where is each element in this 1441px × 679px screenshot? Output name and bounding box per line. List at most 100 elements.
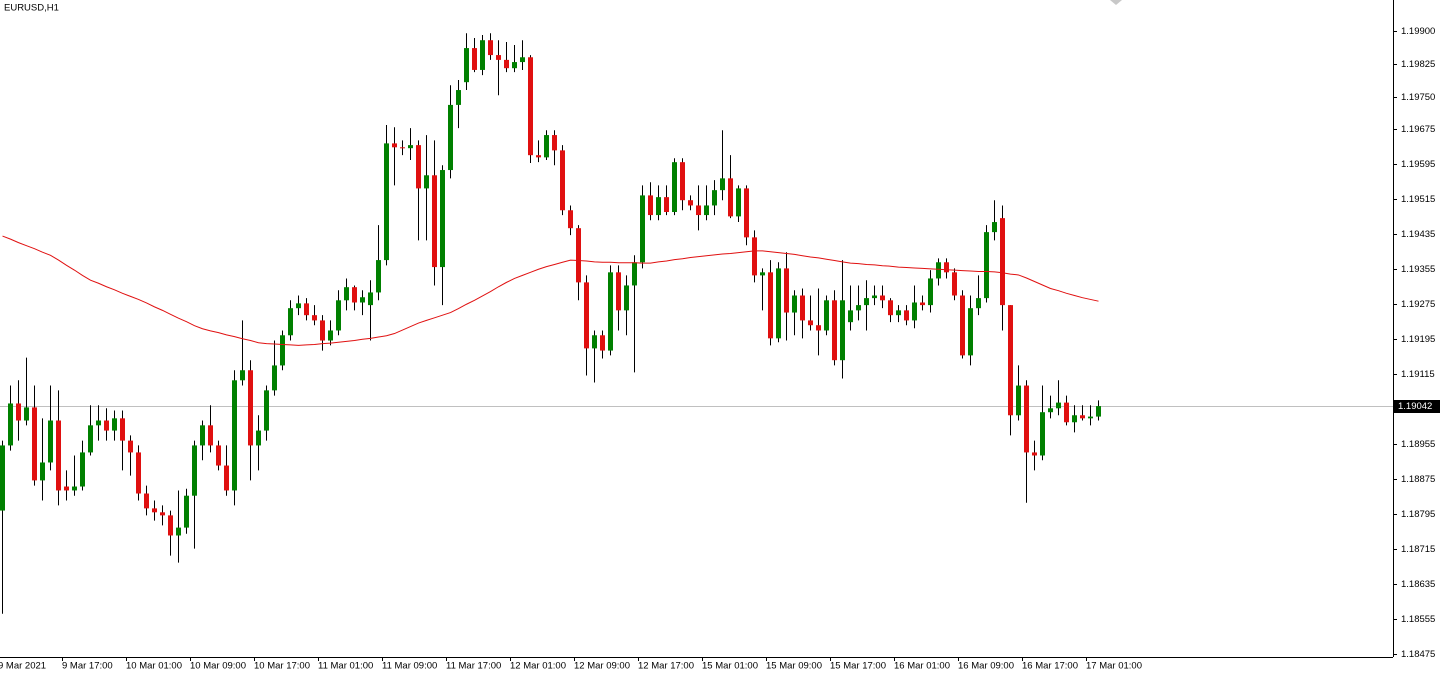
x-tick-label: 16 Mar 17:00: [1022, 661, 1078, 672]
candle-body: [488, 40, 493, 56]
candle-body: [608, 272, 613, 351]
y-tick-label: 1.19355: [1401, 264, 1435, 275]
candle-body: [720, 178, 725, 191]
candle-body: [432, 175, 437, 268]
candle-body: [864, 298, 869, 306]
candle-body: [248, 370, 253, 446]
candle-body: [320, 320, 325, 341]
y-tick-label: 1.19115: [1401, 369, 1435, 380]
x-tick-label: 15 Mar 17:00: [830, 661, 886, 672]
candle-body: [1016, 385, 1021, 416]
candle-body: [872, 295, 877, 299]
candle-body: [336, 300, 341, 331]
candle-body: [288, 308, 293, 336]
candle-body: [1000, 218, 1005, 306]
candle-body: [192, 445, 197, 496]
candle-body: [968, 308, 973, 356]
candle-body: [680, 162, 685, 201]
candle-body: [216, 445, 221, 466]
candle-body: [264, 390, 269, 431]
candle-body: [360, 297, 365, 303]
candle-body: [160, 512, 165, 516]
candle-body: [512, 62, 517, 69]
candle-body: [752, 237, 757, 276]
candle-body: [240, 370, 245, 381]
x-tick-label: 12 Mar 01:00: [510, 661, 566, 672]
candle-body: [208, 425, 213, 446]
candle-body: [40, 462, 45, 481]
candle-body: [136, 452, 141, 494]
candle-body: [576, 228, 581, 283]
current-price-label: 1.19042: [1398, 401, 1432, 412]
candle-body: [304, 303, 309, 316]
candle-body: [384, 143, 389, 261]
y-tick-label: 1.18715: [1401, 544, 1435, 555]
candle-body: [536, 155, 541, 158]
candle-body: [824, 300, 829, 331]
candle-body: [312, 315, 317, 321]
candle-body: [984, 232, 989, 299]
candle-body: [912, 302, 917, 321]
candle-body: [920, 302, 925, 306]
x-tick-label: 10 Mar 17:00: [254, 661, 310, 672]
candle-body: [856, 305, 861, 311]
candle-body: [280, 335, 285, 366]
candle-body: [624, 285, 629, 311]
candle-body: [904, 310, 909, 321]
candle-body: [584, 282, 589, 349]
candle-body: [144, 493, 149, 509]
candle-body: [400, 147, 405, 149]
y-tick-label: 1.18795: [1401, 509, 1435, 520]
candle-body: [184, 495, 189, 528]
x-tick-label: 9 Mar 17:00: [62, 661, 113, 672]
candle-body: [784, 268, 789, 313]
candle-body: [72, 486, 77, 491]
candle-body: [776, 268, 781, 339]
candle-body: [656, 197, 661, 216]
candle-body: [24, 407, 29, 421]
candle-body: [712, 190, 717, 206]
y-tick-label: 1.18635: [1401, 579, 1435, 590]
candle-body: [960, 295, 965, 356]
candle-body: [16, 403, 21, 421]
candle-body: [168, 515, 173, 536]
candle-body: [520, 57, 525, 63]
candle-body: [696, 205, 701, 216]
candle-body: [952, 272, 957, 296]
x-tick-label: 16 Mar 09:00: [958, 661, 1014, 672]
y-tick-label: 1.18875: [1401, 474, 1435, 485]
candle-body: [840, 300, 845, 361]
candle-body: [888, 300, 893, 316]
current-price-box: [1394, 400, 1440, 413]
candle-body: [472, 48, 477, 70]
candle-body: [896, 310, 901, 316]
candle-body: [1080, 415, 1085, 419]
candle-body: [272, 365, 277, 391]
x-tick-label: 12 Mar 17:00: [638, 661, 694, 672]
candle-body: [224, 465, 229, 491]
candle-body: [552, 135, 557, 151]
candle-body: [56, 420, 61, 491]
candle-body: [64, 486, 69, 491]
candle-body: [1032, 452, 1037, 456]
candle-body: [32, 407, 37, 481]
candle-body: [328, 330, 333, 341]
candle-body: [496, 55, 501, 60]
candle-body: [344, 287, 349, 301]
x-tick-label: 15 Mar 09:00: [766, 661, 822, 672]
candle-body: [800, 295, 805, 321]
y-tick-label: 1.19750: [1401, 92, 1435, 103]
candle-body: [8, 403, 13, 446]
candle-body: [792, 295, 797, 313]
x-tick-label: 16 Mar 01:00: [894, 661, 950, 672]
y-tick-label: 1.18475: [1401, 649, 1435, 660]
candle-body: [480, 40, 485, 70]
candle-body: [1072, 415, 1077, 423]
y-tick-label: 1.19675: [1401, 124, 1435, 135]
y-tick-label: 1.19435: [1401, 229, 1435, 240]
candle-body: [600, 335, 605, 351]
candle-body: [616, 272, 621, 311]
candle-body: [592, 335, 597, 349]
